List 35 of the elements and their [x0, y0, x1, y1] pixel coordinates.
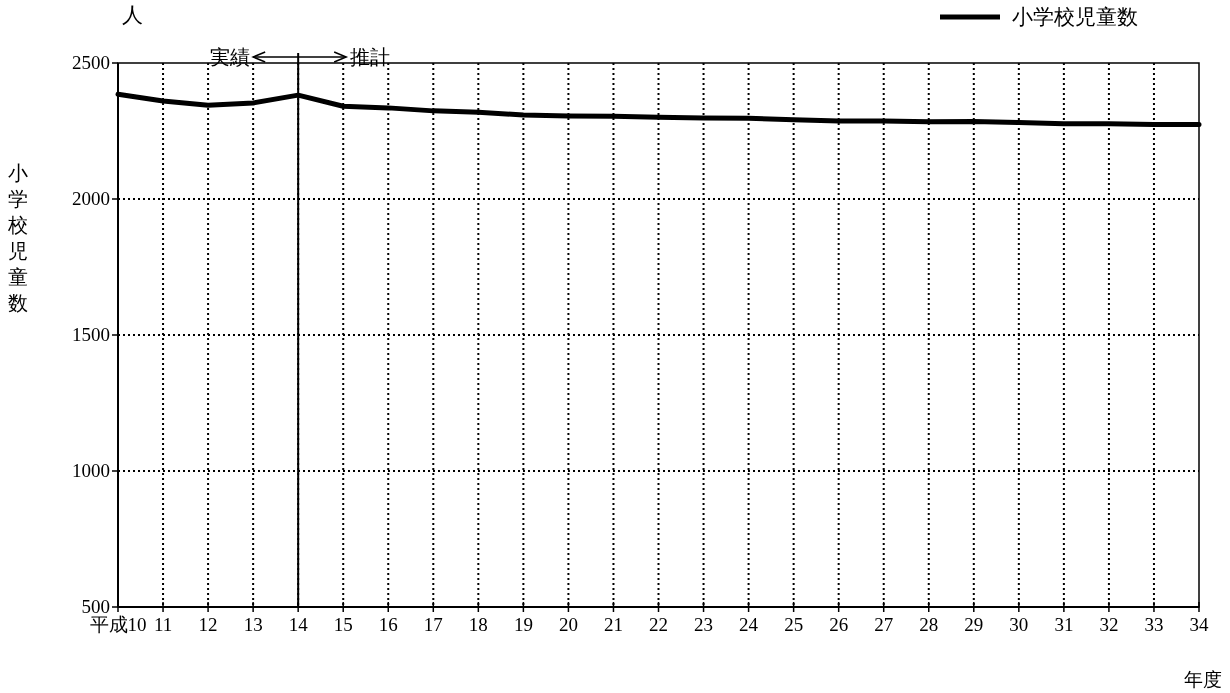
y-tick-label: 500 — [81, 596, 110, 617]
x-tick-label: 20 — [558, 614, 578, 635]
x-tick-label: 22 — [649, 614, 668, 635]
legend-label: 小学校児童数 — [1012, 5, 1138, 29]
y-axis-title: 小学校児童数 — [7, 162, 28, 314]
x-tick-label: 11 — [153, 614, 173, 635]
x-tick-label: 13 — [243, 614, 263, 635]
legend: 小学校児童数 — [940, 5, 1138, 29]
text: 人 — [121, 3, 143, 27]
y-tick-label: 2500 — [72, 52, 110, 73]
x-tick-label: 27 — [874, 614, 894, 635]
x-tick-label: 15 — [333, 614, 353, 635]
x-tick-label: 23 — [694, 614, 714, 635]
y-tick-label: 1000 — [72, 460, 110, 481]
x-tick-label: 34 — [1189, 614, 1209, 635]
x-axis-title: 年度 — [1184, 669, 1222, 690]
x-tick-label: 30 — [1009, 614, 1029, 635]
y-tick-label: 1500 — [72, 324, 110, 345]
x-tick-label: 14 — [288, 614, 309, 635]
x-tick-label: 21 — [603, 614, 623, 635]
x-tick-label: 25 — [784, 614, 804, 635]
x-tick-label: 12 — [198, 614, 218, 635]
x-tick-label: 18 — [468, 614, 488, 635]
x-tick-label: 29 — [964, 614, 984, 635]
x-tick-label: 33 — [1144, 614, 1164, 635]
x-tick-label: 19 — [513, 614, 533, 635]
x-tick-label: 32 — [1099, 614, 1119, 635]
x-tick-label: 16 — [378, 614, 398, 635]
x-tick-label: 28 — [919, 614, 939, 635]
x-tick-label: 26 — [829, 614, 849, 635]
x-tick-label: 平成10 — [89, 614, 147, 635]
x-tick-label: 24 — [739, 614, 759, 635]
y-tick-label: 2000 — [72, 188, 110, 209]
x-tick-label: 17 — [423, 614, 443, 635]
x-tick-label: 31 — [1054, 614, 1074, 635]
